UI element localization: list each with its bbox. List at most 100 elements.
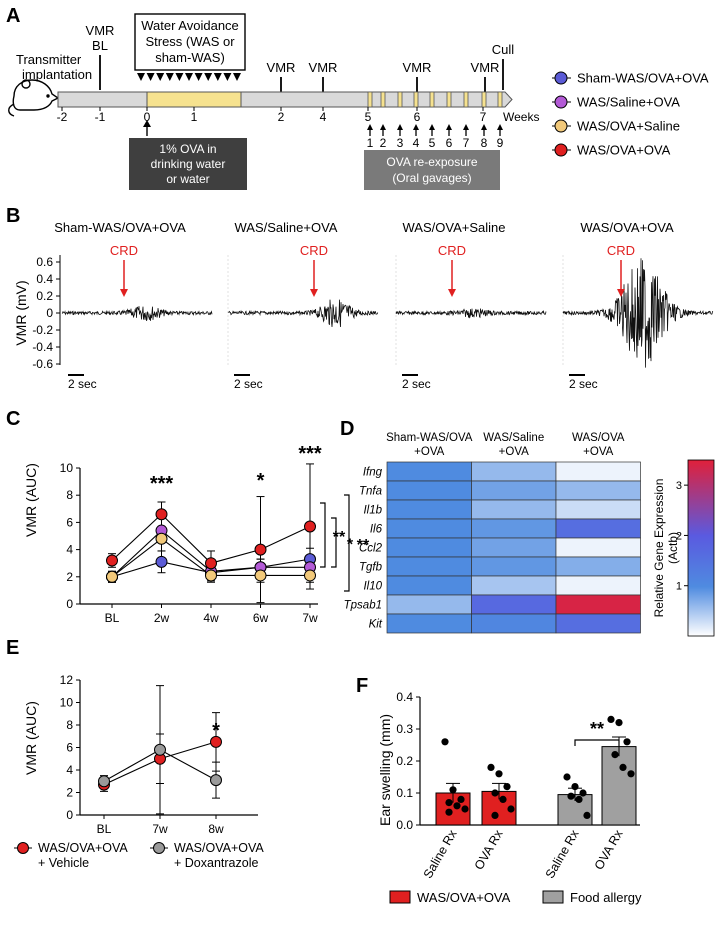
heatmap-cell [471, 461, 557, 482]
heatmap-cell [471, 499, 557, 520]
legend-a-marker [554, 119, 568, 133]
heatmap-row-label: Kit [369, 619, 383, 631]
heatmap-column-label: Sham-WAS/OVA [386, 432, 473, 444]
c-ytick-label: 6 [66, 515, 73, 529]
panel-b-ytick-label: -0.6 [32, 357, 53, 371]
c-ytick-label: 4 [66, 543, 73, 557]
e-ytick-label: 2 [66, 786, 73, 800]
gavage-number: 4 [413, 136, 420, 150]
c-bracket-label: ** [357, 537, 370, 554]
f-datapoint [453, 802, 461, 810]
trace-title: Sham-WAS/OVA+OVA [54, 220, 186, 235]
panel-label-b: B [6, 205, 20, 227]
week-tick-label: 1 [191, 110, 198, 124]
gavage-number: 8 [481, 136, 488, 150]
scale-label: 2 sec [68, 377, 97, 391]
f-bracket [574, 739, 620, 746]
gavage-arrowhead [367, 124, 373, 130]
c-bracket [344, 494, 350, 592]
f-datapoint [487, 763, 495, 772]
legend-e-label: + Vehicle [38, 856, 89, 870]
crd-arrowhead [448, 289, 456, 297]
was-triangle [213, 73, 222, 81]
f-bar [601, 746, 637, 826]
panel-label-c: C [6, 408, 20, 430]
heatmap-column-label: WAS/OVA [572, 432, 625, 444]
colorbar-tick-label: 1 [676, 581, 682, 593]
ova-drinking-line-2: drinking water [151, 157, 226, 171]
was-triangle [204, 73, 213, 81]
heatmap-cell [386, 556, 472, 577]
panel-b: B VMR (mV) 0.6 0.4 0.2 0 -0.2 -0.4 -0.6 Sham-W… [6, 205, 714, 391]
crd-label: CRD [300, 243, 328, 258]
heatmap-row-label: Il10 [363, 581, 382, 593]
c-ytick-label: 2 [66, 570, 73, 584]
f-datapoint [503, 783, 511, 791]
panel-e: E VMR (AUC) 0 2 4 6 8 10 12 BL 7w 8w * WAS/OVA+OVA… [6, 637, 264, 870]
e-point [210, 735, 222, 748]
colorbar-label-1: Relative Gene Expression [652, 479, 666, 618]
was-box-line-1: Water Avoidance [141, 18, 239, 33]
f-datapoint [627, 770, 635, 778]
legend-a-label: WAS/Saline+OVA [577, 95, 680, 110]
legend-a-marker [554, 143, 568, 157]
crd-arrowhead [120, 289, 128, 297]
f-xtick-label: OVA Rx [592, 827, 626, 872]
heatmap-column-label: +OVA [499, 446, 529, 458]
heatmap-cell [471, 537, 557, 558]
panel-b-traces: Sham-WAS/OVA+OVA CRD 2 sec WAS/Saline+OVA CR… [54, 220, 714, 391]
scale-label: 2 sec [569, 377, 598, 391]
ova-reexposure-box [364, 150, 500, 190]
heatmap-row-label: Tgfb [359, 562, 383, 574]
c-bracket [320, 502, 326, 568]
colorbar-ticks: 1 2 3 [676, 480, 688, 593]
panel-b-ytick-label: 0.6 [36, 255, 53, 269]
panel-b-ytick-label: 0.4 [36, 272, 53, 286]
c-xtick-label: 4w [203, 611, 219, 625]
legend-a-marker [554, 71, 568, 85]
ova-drinking-box [129, 138, 247, 190]
e-ytick-label: 8 [66, 718, 73, 732]
legend-f-swatch [542, 890, 564, 904]
ova-reexposure-line-1: OVA re-exposure [386, 155, 477, 169]
f-datapoint [571, 783, 579, 791]
vmr-mark-label: VMR [471, 60, 500, 75]
heatmap-cell [555, 613, 641, 634]
weeks-label: Weeks [503, 110, 539, 124]
f-ytick-label: 0.0 [396, 818, 413, 832]
e-ytick-label: 4 [66, 763, 73, 777]
week-tick-label: 5 [365, 110, 372, 124]
week-tick-label: -1 [95, 110, 106, 124]
f-datapoint [449, 786, 457, 794]
e-point [154, 743, 166, 756]
panel-c-ylabel: VMR (AUC) [23, 463, 39, 537]
legend-f-label: WAS/OVA+OVA [417, 890, 511, 905]
ova-drink-arrowhead [143, 120, 151, 127]
c-point [106, 570, 118, 583]
was-triangle [137, 73, 145, 81]
vmr-mark-label: VMR [403, 60, 432, 75]
f-ytick-label: 0.1 [396, 786, 413, 800]
gavage-arrowhead [497, 124, 503, 130]
e-ytick-label: 6 [66, 741, 73, 755]
f-xtick-label: Saline Rx [421, 827, 460, 881]
gavage-number: 5 [429, 136, 436, 150]
trace-title: WAS/OVA+OVA [580, 220, 674, 235]
week-ticks: -2 -1 0 1 2 4 5 6 7 [57, 107, 487, 124]
was-triangle [156, 73, 165, 81]
ova-drinking-line-1: 1% OVA in [159, 142, 216, 156]
gavage-arrowhead [380, 124, 386, 130]
colorbar-tick-label: 2 [676, 530, 682, 542]
gavage-number: 9 [497, 136, 504, 150]
e-point [98, 775, 110, 788]
gavage-arrowhead [446, 124, 452, 130]
gavage-arrowhead [463, 124, 469, 130]
was-triangle [185, 73, 193, 81]
c-xtick-label: BL [105, 611, 120, 625]
heatmap-cell [555, 480, 641, 501]
f-ytick-label: 0.4 [396, 690, 413, 704]
f-datapoint [611, 751, 619, 759]
vmr-mark-label: VMR [267, 60, 296, 75]
f-datapoint [495, 770, 503, 778]
c-bracket-label: ** [333, 529, 346, 546]
